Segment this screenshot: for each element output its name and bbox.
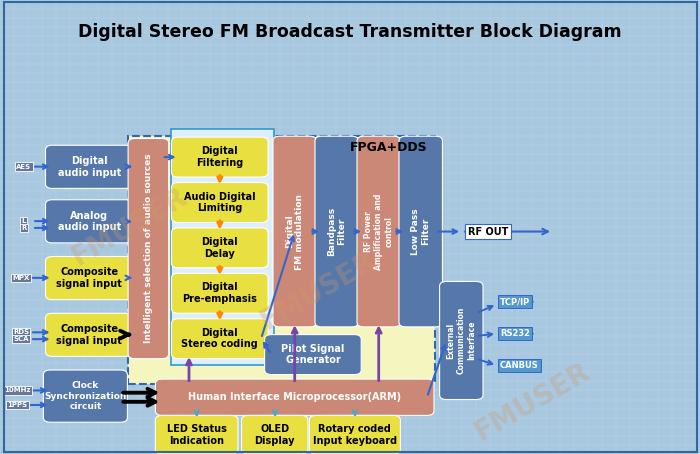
FancyBboxPatch shape [440,281,483,400]
Text: FMUSER: FMUSER [256,246,382,335]
Text: RS232: RS232 [500,329,530,338]
FancyBboxPatch shape [309,415,400,454]
FancyBboxPatch shape [172,228,268,268]
Text: Digital
Delay: Digital Delay [202,237,238,259]
Text: Rotary coded
Input keyboard: Rotary coded Input keyboard [313,424,397,445]
Text: Digital
Filtering: Digital Filtering [196,146,244,168]
FancyBboxPatch shape [273,136,316,327]
FancyBboxPatch shape [241,415,308,454]
FancyBboxPatch shape [399,136,442,327]
FancyBboxPatch shape [172,137,268,177]
Text: RF Power
Amplification and
control: RF Power Amplification and control [364,193,393,270]
Text: SCA: SCA [13,336,29,342]
Text: OLED
Display: OLED Display [255,424,295,445]
Text: Intelligent selection of audio sources: Intelligent selection of audio sources [144,154,153,343]
Text: RF OUT: RF OUT [468,227,508,237]
FancyBboxPatch shape [128,138,169,359]
Text: L: L [22,218,26,224]
Text: TCP/IP: TCP/IP [500,297,530,306]
FancyBboxPatch shape [265,335,361,375]
FancyBboxPatch shape [46,145,133,188]
Text: Pilot Signal
Generator: Pilot Signal Generator [281,344,344,365]
FancyBboxPatch shape [315,136,358,327]
FancyBboxPatch shape [172,273,268,313]
Text: Digital
Pre-emphasis: Digital Pre-emphasis [183,282,257,304]
FancyBboxPatch shape [46,200,133,243]
FancyBboxPatch shape [172,319,268,359]
Text: Composite
signal input: Composite signal input [56,324,122,345]
FancyBboxPatch shape [43,370,127,422]
Text: Bandpass
Filter: Bandpass Filter [327,207,346,256]
FancyBboxPatch shape [46,313,133,356]
Text: FPGA+DDS: FPGA+DDS [350,141,428,154]
Text: RDS: RDS [13,329,29,336]
Text: Analog
audio input: Analog audio input [57,211,121,232]
Text: Digital Stereo FM Broadcast Transmitter Block Diagram: Digital Stereo FM Broadcast Transmitter … [78,23,622,41]
FancyBboxPatch shape [357,136,400,327]
Text: Human Interface Microprocessor(ARM): Human Interface Microprocessor(ARM) [188,392,401,402]
Text: External
Communication
Interface: External Communication Interface [447,307,476,374]
Text: Digital
audio input: Digital audio input [57,156,121,178]
FancyBboxPatch shape [46,257,133,300]
FancyBboxPatch shape [128,136,435,384]
Text: Audio Digital
Limiting: Audio Digital Limiting [184,192,256,213]
FancyBboxPatch shape [155,415,238,454]
Text: Clock
Synchronization
circuit: Clock Synchronization circuit [44,381,127,411]
Text: Digital
Stereo coding: Digital Stereo coding [181,328,258,350]
Text: Digital
FM modulation: Digital FM modulation [285,193,304,270]
Text: AES: AES [16,163,32,170]
Text: LED Status
Indication: LED Status Indication [167,424,227,445]
Text: Composite
signal input: Composite signal input [56,267,122,289]
Text: 10MHz: 10MHz [4,387,31,394]
Text: Low Pass
Filter: Low Pass Filter [411,208,430,255]
Text: MPX: MPX [13,275,29,281]
FancyBboxPatch shape [171,129,274,365]
Text: CANBUS: CANBUS [500,361,538,370]
Text: FMUSER: FMUSER [469,357,595,446]
FancyBboxPatch shape [172,183,268,222]
FancyBboxPatch shape [155,379,434,415]
Text: R: R [21,225,27,231]
Text: FMUSER: FMUSER [66,183,192,271]
Text: 1PPS: 1PPS [8,402,27,408]
